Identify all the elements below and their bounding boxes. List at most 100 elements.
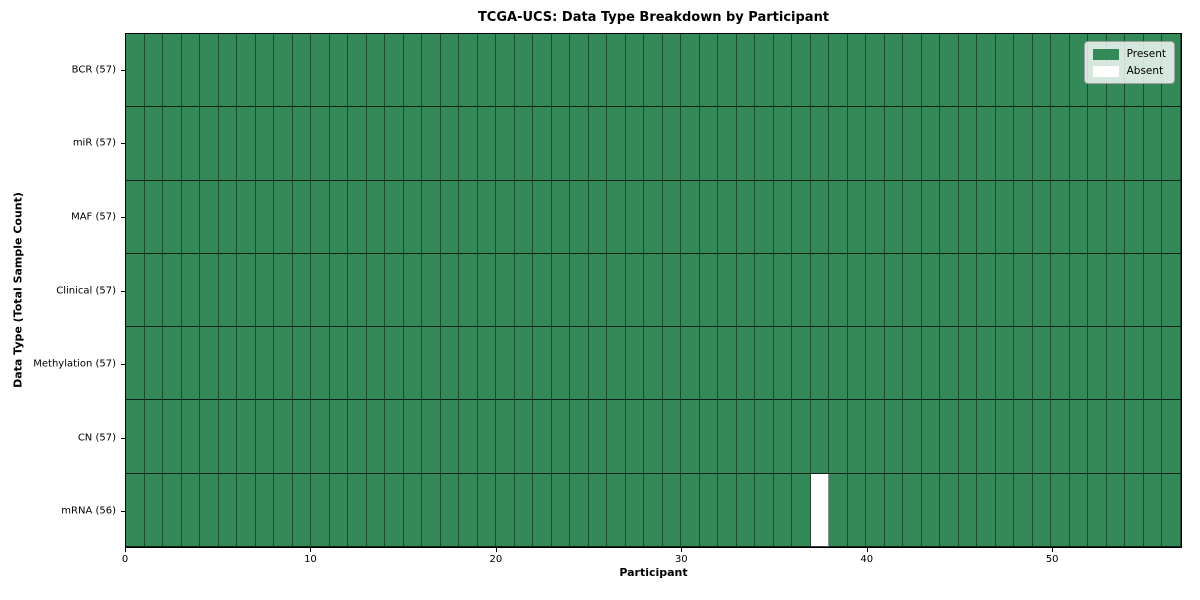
heatmap-cell	[311, 473, 330, 547]
x-tick-mark	[681, 548, 683, 552]
heatmap-cell	[385, 180, 404, 254]
legend-swatch-absent	[1092, 65, 1119, 77]
heatmap-cell	[921, 473, 941, 547]
heatmap-cell	[866, 253, 885, 328]
heatmap-cell	[1162, 107, 1181, 181]
heatmap-cell	[440, 107, 460, 181]
heatmap-cell	[977, 253, 996, 328]
heatmap-cell	[459, 473, 478, 547]
heatmap-cell	[163, 180, 182, 254]
heatmap-cell	[514, 473, 534, 547]
heatmap-cell	[829, 107, 848, 181]
heatmap-cell	[1088, 180, 1107, 254]
heatmap-cell	[218, 400, 238, 474]
heatmap-cell	[681, 473, 700, 547]
heatmap-cell	[1125, 180, 1144, 254]
heatmap-cell	[588, 327, 608, 401]
x-tick-label: 30	[674, 554, 688, 565]
heatmap-cell	[274, 400, 293, 474]
heatmap-cell	[755, 400, 774, 474]
heatmap-cell	[718, 473, 737, 547]
heatmap-cell	[773, 253, 793, 328]
heatmap-cell	[385, 107, 404, 181]
heatmap-cell	[1069, 473, 1089, 547]
heatmap-cell	[366, 34, 386, 108]
heatmap-cell	[163, 107, 182, 181]
heatmap-cell	[607, 473, 626, 547]
heatmap-cell	[126, 400, 145, 474]
heatmap-cell	[736, 327, 756, 401]
heatmap-cell	[533, 107, 552, 181]
x-tick-mark	[866, 548, 868, 552]
heatmap-cell	[1051, 253, 1070, 328]
heatmap-cell	[551, 253, 571, 328]
heatmap-cell	[792, 34, 811, 108]
heatmap-cell	[126, 473, 145, 547]
heatmap-cell	[662, 180, 682, 254]
heatmap-cell	[884, 253, 904, 328]
heatmap-cell	[995, 253, 1015, 328]
heatmap-cell	[459, 253, 478, 328]
heatmap-cell	[237, 400, 256, 474]
heatmap-cell	[662, 34, 682, 108]
heatmap-cell	[644, 253, 663, 328]
heatmap-cell	[181, 34, 201, 108]
heatmap-cell	[514, 107, 534, 181]
heatmap-cell	[366, 180, 386, 254]
heatmap-cell	[126, 327, 145, 401]
heatmap-cell	[847, 327, 867, 401]
heatmap-cell	[1125, 327, 1144, 401]
y-tick-mark	[121, 290, 125, 292]
heatmap-cell	[533, 400, 552, 474]
heatmap-cell	[126, 180, 145, 254]
heatmap-cell	[255, 253, 275, 328]
heatmap-cell	[403, 180, 423, 254]
heatmap-cell	[440, 253, 460, 328]
heatmap-cell	[181, 253, 201, 328]
heatmap-cell	[422, 180, 441, 254]
heatmap-cell	[403, 107, 423, 181]
heatmap-cell	[940, 34, 959, 108]
heatmap-cell	[255, 34, 275, 108]
heatmap-cell	[570, 253, 589, 328]
heatmap-cell	[570, 34, 589, 108]
heatmap-cell	[736, 107, 756, 181]
heatmap-cell	[607, 400, 626, 474]
heatmap-cell	[588, 473, 608, 547]
heatmap-cell	[422, 473, 441, 547]
heatmap-cell	[514, 327, 534, 401]
heatmap-cell	[736, 473, 756, 547]
heatmap-cell	[921, 107, 941, 181]
heatmap-cell	[1106, 327, 1126, 401]
heatmap-cell	[903, 327, 922, 401]
heatmap-cell	[292, 180, 312, 254]
heatmap-cell	[403, 327, 423, 401]
heatmap-cell	[311, 400, 330, 474]
heatmap-cell	[255, 473, 275, 547]
heatmap-cell	[903, 400, 922, 474]
heatmap-cell	[144, 107, 164, 181]
heatmap-cell	[274, 180, 293, 254]
heatmap-cell	[921, 327, 941, 401]
heatmap-cell	[311, 180, 330, 254]
heatmap-cell	[1069, 107, 1089, 181]
heatmap-cell	[681, 180, 700, 254]
heatmap-cell	[422, 327, 441, 401]
heatmap-cell	[477, 327, 497, 401]
heatmap-cell	[348, 400, 367, 474]
heatmap-cell	[292, 473, 312, 547]
heatmap-cell	[422, 400, 441, 474]
heatmap-cell	[1088, 107, 1107, 181]
heatmap-cell	[644, 473, 663, 547]
heatmap-cell	[570, 180, 589, 254]
heatmap-cell	[958, 473, 978, 547]
heatmap-cell	[1051, 473, 1070, 547]
y-tick-label: Methylation (57)	[33, 358, 116, 370]
heatmap-cell	[884, 473, 904, 547]
heatmap-cell	[255, 107, 275, 181]
heatmap-cell	[366, 107, 386, 181]
heatmap-cell	[921, 34, 941, 108]
heatmap-cell	[163, 473, 182, 547]
heatmap-cell	[496, 327, 515, 401]
heatmap-cell	[1088, 400, 1107, 474]
